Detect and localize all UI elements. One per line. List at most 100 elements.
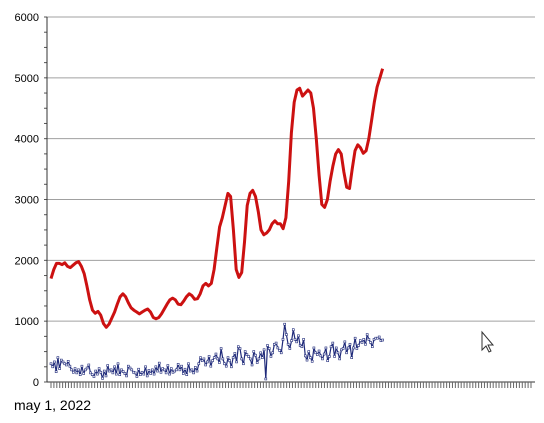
grid-lines (47, 16, 535, 322)
series-2-point (326, 359, 329, 363)
series-2-point (102, 369, 106, 373)
series-2-point (61, 360, 65, 364)
series-2-point (264, 377, 268, 381)
series-2-point (195, 369, 199, 373)
series-2-point (338, 357, 341, 361)
series-line-1 (49, 68, 385, 329)
series-2-point (288, 347, 292, 350)
series-2-point (185, 373, 189, 377)
series-2-point (156, 369, 159, 373)
series-2-point (212, 356, 216, 359)
series-2-point (82, 372, 85, 375)
series-2-point (286, 342, 290, 346)
series-2-point (140, 370, 144, 374)
series-2-point (276, 346, 280, 350)
series-2-point (345, 351, 348, 355)
series-2-point (84, 368, 87, 372)
series-2-point (317, 349, 321, 353)
series-2-point (192, 371, 195, 375)
series-2-point (328, 355, 331, 358)
y-tick-label: 4000 (15, 134, 39, 146)
series-2-point (295, 340, 299, 344)
series-2-point (130, 368, 134, 372)
series-2-point (133, 371, 137, 375)
series-2-point (144, 365, 147, 369)
series-2-point (169, 367, 173, 370)
series-2-point (85, 366, 89, 370)
series-2-point (90, 373, 94, 377)
series-2-point (266, 344, 269, 347)
series-2-point (226, 356, 230, 359)
series-2-point (355, 347, 359, 350)
series-2-point (314, 351, 317, 355)
series-2-point (149, 372, 152, 375)
series-2-point (329, 345, 333, 349)
axes (44, 16, 535, 388)
series-2-point (297, 334, 300, 338)
series-2-point (111, 371, 115, 375)
series-2-point (101, 377, 104, 380)
y-tick-label: 2000 (15, 255, 39, 267)
series-2-point (127, 364, 130, 368)
series-2-point (358, 339, 362, 342)
series-2-point (154, 365, 158, 369)
series-2-point (65, 363, 68, 367)
series-2-point (281, 338, 285, 341)
series-2-point (242, 362, 245, 366)
series-2-point (252, 350, 256, 353)
y-tick-label: 3000 (15, 195, 39, 207)
series-2-point (261, 356, 264, 359)
x-axis-start-date: may 1, 2022 (14, 397, 92, 413)
series-2-point (147, 369, 151, 372)
series-2-point (120, 368, 123, 372)
series-2-point (247, 355, 250, 358)
series-2-point (369, 341, 372, 344)
series-2-point (381, 338, 384, 342)
series-2-point (334, 346, 338, 350)
series-2-point (206, 360, 209, 364)
y-tick-label: 1000 (15, 316, 39, 328)
series-2-point (333, 355, 336, 358)
series-2-point (178, 368, 182, 372)
series-2-point (207, 355, 211, 358)
series-2-point (54, 370, 58, 373)
series-2-point (109, 368, 113, 372)
series-2-point (219, 347, 223, 350)
series-2-point (175, 368, 178, 372)
series-2-point (204, 363, 207, 367)
series-2-point (99, 370, 103, 374)
series-2-point (78, 373, 82, 377)
series-2-point (87, 363, 91, 367)
series-group (49, 68, 385, 381)
series-2-point (73, 367, 77, 370)
series-2-point (377, 335, 381, 339)
series-2-point (166, 364, 170, 367)
series-2-point (305, 358, 309, 362)
series-2-point (255, 361, 259, 364)
series-2-point (92, 375, 96, 378)
series-2-point (176, 363, 180, 366)
series-2-point (53, 360, 56, 364)
series-2-point (346, 346, 350, 350)
series-2-point (336, 351, 340, 355)
series-2-point (135, 375, 139, 378)
series-2-point (216, 357, 219, 361)
series-2-point (312, 346, 316, 350)
series-2-point (243, 350, 247, 353)
series-2-point (72, 370, 75, 374)
series-2-point (307, 350, 311, 353)
series-2-point (238, 347, 242, 350)
mouse-cursor-icon (481, 330, 495, 353)
series-2-point (360, 341, 364, 344)
series-2-point (267, 347, 271, 350)
series-2-point (367, 338, 371, 341)
series-2-point (235, 360, 238, 364)
series-2-point (302, 338, 305, 341)
series-2-point (324, 346, 328, 350)
series-2-point (137, 367, 140, 371)
series-2-point (352, 346, 355, 350)
series-2-point (236, 345, 240, 349)
series-2-point (187, 362, 190, 366)
series-2-point (139, 373, 142, 377)
